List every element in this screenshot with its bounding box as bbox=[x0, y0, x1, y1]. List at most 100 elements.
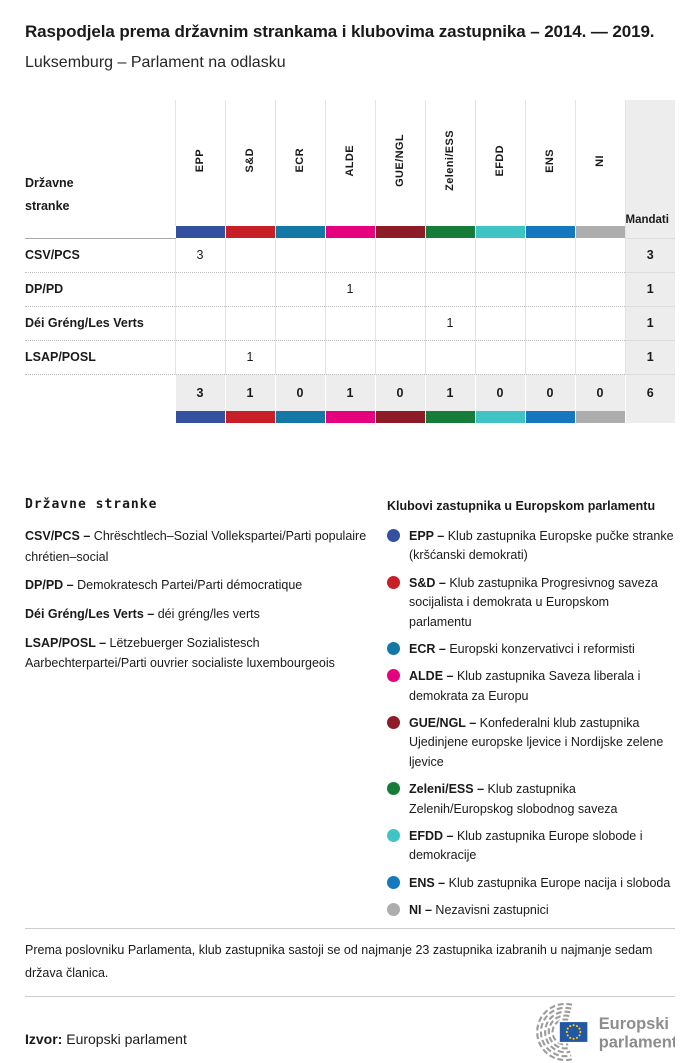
seat-count-cell bbox=[524, 306, 575, 341]
seat-count-cell bbox=[174, 340, 225, 375]
seat-count-cell bbox=[524, 238, 575, 273]
source-label: Izvor: bbox=[25, 1031, 63, 1048]
group-color-bar-epp bbox=[175, 226, 225, 238]
column-header-ens: ENS bbox=[524, 100, 575, 226]
epp-color-dot bbox=[387, 529, 400, 542]
legend-group-item-efdd: EFDD – Klub zastupnika Europe slobode i … bbox=[387, 827, 675, 866]
totals-spacer bbox=[25, 374, 175, 411]
legend-group-item-ni: NI – Nezavisni zastupnici bbox=[387, 901, 675, 920]
logo-text-line1: Europski bbox=[599, 1015, 669, 1033]
logo-text-line2: parlament bbox=[599, 1034, 675, 1052]
european-parliament-logo: Europski parlament bbox=[536, 1003, 675, 1062]
group-color-bar-ecr bbox=[275, 226, 325, 238]
seat-count-cell bbox=[174, 306, 225, 341]
seat-count-cell bbox=[574, 306, 625, 341]
group-color-bar-alde bbox=[325, 226, 375, 238]
row-header-cell: Državne stranke bbox=[25, 100, 175, 226]
group-color-bar-row bbox=[25, 226, 675, 239]
seat-count-cell bbox=[274, 340, 325, 375]
efdd-color-dot bbox=[387, 828, 400, 842]
seat-count-cell: 3 bbox=[174, 238, 225, 273]
table-row-dp-pd: DP/PD 1 1 bbox=[25, 272, 675, 307]
table-totals-row: 3 1 0 1 0 1 0 0 0 6 bbox=[25, 374, 675, 411]
group-color-bar-alde bbox=[325, 411, 375, 423]
group-color-bar-sd bbox=[225, 226, 275, 238]
mandati-cell: 1 bbox=[624, 340, 675, 375]
group-color-bar-row-bottom bbox=[25, 411, 675, 423]
guengl-color-dot bbox=[387, 716, 400, 729]
ni-color-dot bbox=[387, 903, 400, 916]
legend-group-item-zeleni: Zeleni/ESS – Klub zastupnika Zelenih/Eur… bbox=[387, 780, 675, 819]
table-row-lsap-posl: LSAP/POSL 1 1 bbox=[25, 340, 675, 375]
legend-group-item-ecr: ECR – Europski konzervativci i reformist… bbox=[387, 640, 675, 659]
legend-political-groups: Klubovi zastupnika u Europskom parlament… bbox=[387, 497, 675, 928]
source-line: Izvor: Europski parlament bbox=[25, 1031, 187, 1047]
group-color-bar-zeleni bbox=[425, 226, 475, 238]
ecr-color-dot bbox=[387, 641, 400, 655]
group-color-bar-efdd bbox=[475, 226, 525, 238]
column-header-ecr: ECR bbox=[274, 100, 325, 226]
total-cell: 0 bbox=[374, 374, 425, 411]
seat-count-cell: 1 bbox=[224, 340, 275, 375]
total-mandati-cell: 6 bbox=[624, 374, 675, 411]
ens-color-dot bbox=[387, 875, 400, 889]
legend-parties-heading: Državne stranke bbox=[25, 497, 158, 512]
zeleni-color-dot bbox=[387, 782, 400, 796]
total-cell: 0 bbox=[274, 374, 325, 411]
group-color-bar-sd bbox=[225, 411, 275, 423]
seat-count-cell bbox=[374, 272, 425, 307]
group-color-bar-ens bbox=[525, 411, 575, 423]
total-cell: 1 bbox=[224, 374, 275, 411]
total-cell: 0 bbox=[574, 374, 625, 411]
group-color-bar-ecr bbox=[275, 411, 325, 423]
group-color-bar-ni bbox=[575, 411, 625, 423]
seat-count-cell bbox=[424, 272, 475, 307]
seat-count-cell bbox=[474, 272, 525, 307]
page-title: Raspodjela prema državnim strankama i kl… bbox=[25, 22, 655, 41]
seat-count-cell bbox=[324, 238, 375, 273]
legend-groups-heading: Klubovi zastupnika u Europskom parlament… bbox=[387, 499, 656, 513]
mandati-spacer bbox=[624, 226, 675, 239]
sd-color-dot bbox=[387, 575, 400, 589]
seat-count-cell bbox=[224, 238, 275, 273]
legend: Državne stranke CSV/PCS – Chrëschtlech–S… bbox=[25, 497, 675, 928]
table-header-row: Državne stranke EPP S&D ECR ALDE GUE/NGL… bbox=[25, 100, 675, 226]
legend-group-item-sd: S&D – Klub zastupnika Progresivnog savez… bbox=[387, 574, 675, 632]
column-header-alde: ALDE bbox=[324, 100, 375, 226]
seat-count-cell: 1 bbox=[424, 306, 475, 341]
seat-count-cell bbox=[324, 340, 375, 375]
mandati-cell: 1 bbox=[624, 272, 675, 307]
total-cell: 1 bbox=[424, 374, 475, 411]
seat-count-cell: 1 bbox=[324, 272, 375, 307]
group-color-bar-guengl bbox=[375, 226, 425, 238]
seat-count-cell bbox=[224, 306, 275, 341]
infographic-page: Raspodjela prema državnim strankama i kl… bbox=[25, 22, 675, 1062]
legend-group-item-guengl: GUE/NGL – Konfederalni klub zastupnika U… bbox=[387, 714, 675, 772]
seat-count-cell bbox=[474, 238, 525, 273]
seat-count-cell bbox=[474, 340, 525, 375]
column-header-zeleni: Zeleni/ESS bbox=[424, 100, 475, 226]
legend-group-item-ens: ENS – Klub zastupnika Europe nacija i sl… bbox=[387, 874, 675, 893]
total-cell: 0 bbox=[524, 374, 575, 411]
group-color-bar-guengl bbox=[375, 411, 425, 423]
legend-group-item-alde: ALDE – Klub zastupnika Saveza liberala i… bbox=[387, 667, 675, 706]
seats-table: Državne stranke EPP S&D ECR ALDE GUE/NGL… bbox=[25, 100, 675, 423]
column-header-mandati: Mandati bbox=[624, 100, 675, 226]
mandati-cell: 3 bbox=[624, 238, 675, 273]
seat-count-cell bbox=[424, 238, 475, 273]
party-label: DP/PD bbox=[25, 272, 175, 307]
column-header-ni: NI bbox=[574, 100, 625, 226]
footer: Izvor: Europski parlament Europski parla… bbox=[25, 1003, 675, 1063]
seat-count-cell bbox=[274, 272, 325, 307]
party-label: CSV/PCS bbox=[25, 238, 175, 273]
total-cell: 1 bbox=[324, 374, 375, 411]
alde-color-dot bbox=[387, 669, 400, 683]
column-header-sd: S&D bbox=[224, 100, 275, 226]
group-color-bar-zeleni bbox=[425, 411, 475, 423]
group-color-bar-ens bbox=[525, 226, 575, 238]
footnote-text: Prema poslovniku Parlamenta, klub zastup… bbox=[25, 943, 653, 980]
seat-count-cell bbox=[524, 272, 575, 307]
seat-count-cell bbox=[424, 340, 475, 375]
legend-group-item-epp: EPP – Klub zastupnika Europske pučke str… bbox=[387, 527, 675, 566]
party-label: LSAP/POSL bbox=[25, 340, 175, 375]
